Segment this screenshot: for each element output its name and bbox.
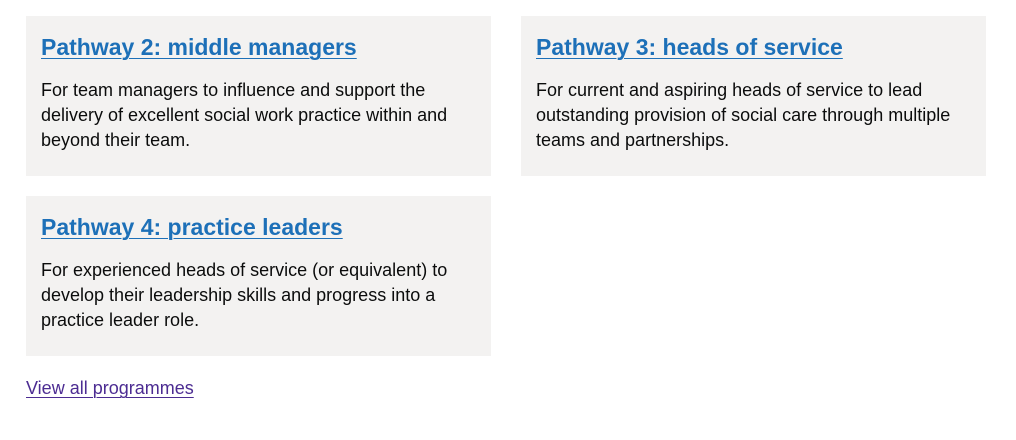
pathway-3-description: For current and aspiring heads of servic… — [536, 80, 951, 150]
programme-card-pathway-2: Pathway 2: middle managers For team mana… — [26, 16, 491, 176]
pathway-4-link[interactable]: Pathway 4: practice leaders — [41, 214, 343, 240]
programme-card-pathway-4: Pathway 4: practice leaders For experien… — [26, 196, 491, 356]
view-all-programmes-link[interactable]: View all programmes — [26, 378, 194, 398]
programme-card-pathway-3: Pathway 3: heads of service For current … — [521, 16, 986, 176]
pathway-3-link[interactable]: Pathway 3: heads of service — [536, 34, 843, 60]
pathway-4-description: For experienced heads of service (or equ… — [41, 260, 448, 330]
pathway-2-description: For team managers to influence and suppo… — [41, 80, 448, 150]
pathway-2-link[interactable]: Pathway 2: middle managers — [41, 34, 357, 60]
